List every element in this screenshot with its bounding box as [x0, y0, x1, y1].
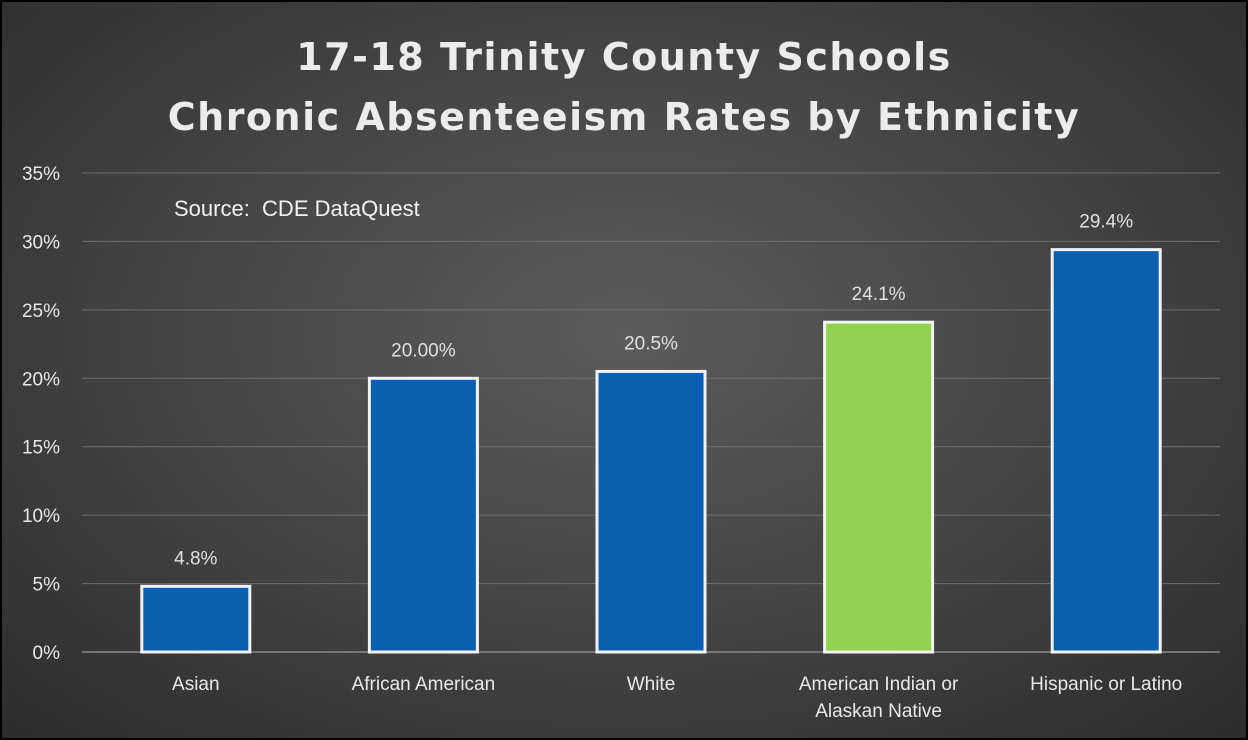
- x-tick-label: Alaskan Native: [815, 701, 942, 722]
- y-tick-label: 25%: [22, 301, 60, 322]
- data-label: 20.00%: [391, 340, 456, 361]
- data-label: 29.4%: [1079, 212, 1133, 233]
- y-tick-label: 10%: [22, 506, 60, 527]
- x-tick-label: White: [627, 674, 676, 695]
- bar: [367, 376, 479, 654]
- y-tick-label: 5%: [33, 575, 61, 596]
- x-tick-label: Hispanic or Latino: [1030, 674, 1182, 695]
- chart-title-line-2: Chronic Absenteeism Rates by Ethnicity: [167, 95, 1081, 139]
- data-label: 20.5%: [624, 333, 678, 354]
- x-tick-label: American Indian or: [799, 674, 959, 695]
- bar: [595, 369, 707, 654]
- y-tick-label: 15%: [22, 438, 60, 459]
- chart-title-line-1: 17-18 Trinity County Schools: [296, 35, 952, 79]
- bar: [823, 320, 935, 654]
- bar: [1050, 248, 1162, 654]
- y-tick-label: 35%: [22, 164, 60, 185]
- y-tick-label: 30%: [22, 232, 60, 253]
- data-label: 4.8%: [174, 548, 217, 569]
- x-tick-label: Asian: [172, 674, 220, 695]
- data-label: 24.1%: [852, 284, 906, 305]
- y-tick-label: 0%: [33, 643, 61, 664]
- x-tick-label: African American: [352, 674, 496, 695]
- y-tick-label: 20%: [22, 369, 60, 390]
- source-note: Source: CDE DataQuest: [174, 196, 420, 221]
- bar: [140, 584, 252, 654]
